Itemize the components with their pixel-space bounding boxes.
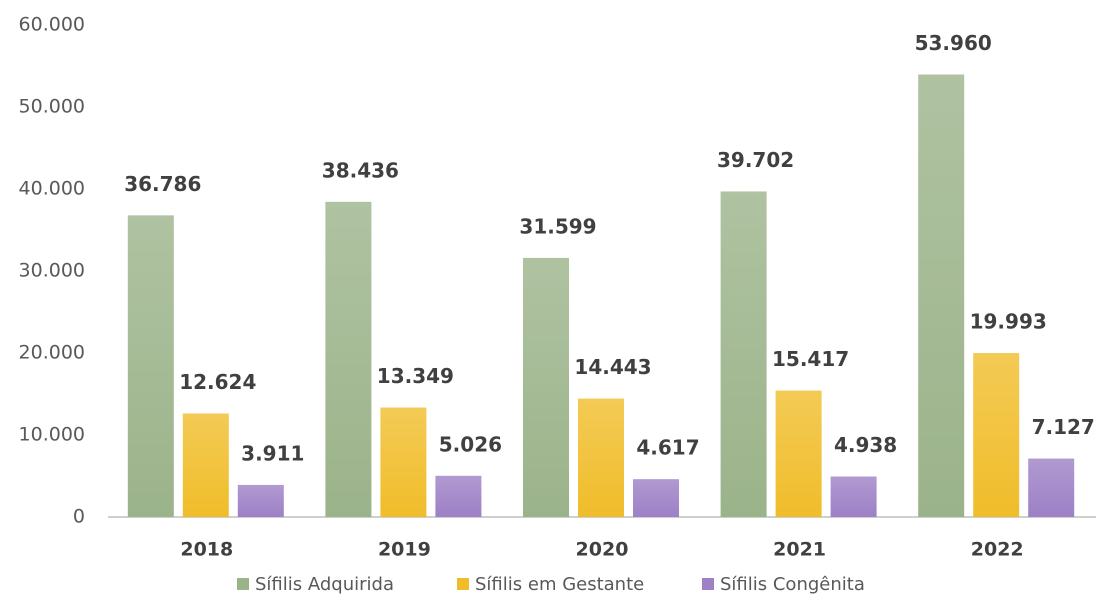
- data-label: 19.993: [970, 310, 1047, 334]
- bar: [182, 413, 229, 517]
- data-label: 15.417: [772, 347, 849, 371]
- x-tick-label: 2019: [378, 539, 431, 561]
- x-tick-label: 2018: [180, 539, 233, 561]
- x-tick-label: 2020: [576, 539, 629, 561]
- data-label: 38.436: [322, 158, 399, 182]
- data-label: 13.349: [377, 364, 454, 388]
- bar: [127, 215, 174, 517]
- bar: [633, 479, 679, 517]
- data-label: 5.026: [439, 432, 502, 456]
- y-tick-label: 0: [73, 506, 85, 528]
- bar: [325, 201, 372, 517]
- x-tick-label: 2022: [971, 539, 1024, 561]
- y-tick-label: 10.000: [19, 424, 85, 446]
- y-tick-label: 20.000: [19, 342, 85, 364]
- y-tick-label: 60.000: [19, 14, 85, 36]
- bar: [775, 390, 822, 517]
- legend-swatch: [457, 578, 469, 590]
- data-label: 4.617: [636, 436, 699, 460]
- data-label: 39.702: [717, 148, 794, 172]
- data-label: 53.960: [915, 31, 992, 55]
- x-tick-label: 2021: [773, 539, 826, 561]
- data-label: 7.127: [1032, 415, 1095, 439]
- legend-swatch: [702, 578, 714, 590]
- bar: [523, 257, 569, 517]
- legend-label: Sífilis em Gestante: [475, 574, 644, 595]
- legend-label: Sífilis Adquirida: [255, 574, 394, 595]
- data-label: 3.911: [241, 441, 304, 465]
- y-tick-label: 50.000: [19, 96, 85, 118]
- bar: [237, 484, 284, 517]
- data-label: 31.599: [519, 214, 596, 238]
- data-label: 14.443: [574, 355, 651, 379]
- legend-label: Sífilis Congênita: [720, 574, 865, 595]
- bar: [973, 353, 1020, 517]
- y-tick-label: 40.000: [19, 178, 85, 200]
- legend-swatch: [237, 578, 249, 590]
- data-label: 4.938: [834, 433, 897, 457]
- bar: [830, 476, 877, 517]
- bar: [1028, 458, 1075, 517]
- data-label: 36.786: [124, 172, 201, 196]
- bar: [380, 407, 427, 517]
- y-tick-label: 30.000: [19, 260, 85, 282]
- bar: [720, 191, 767, 517]
- bar: [578, 398, 624, 517]
- bar: [918, 74, 965, 517]
- bar: [435, 475, 482, 517]
- data-label: 12.624: [179, 370, 256, 394]
